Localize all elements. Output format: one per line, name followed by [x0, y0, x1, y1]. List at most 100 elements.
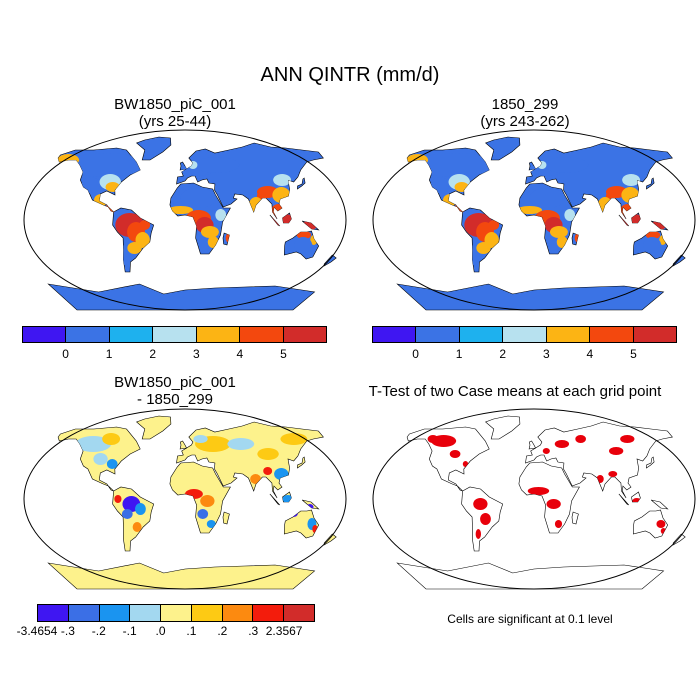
diff-region — [306, 504, 314, 510]
significant-cells — [475, 529, 482, 539]
significant-cells — [449, 450, 461, 458]
land-britain — [179, 440, 188, 450]
cb1-swatch-6 — [283, 327, 326, 342]
land-greenland — [485, 136, 521, 161]
significant-cells — [527, 487, 550, 495]
land-newZealand — [672, 254, 686, 267]
land-newZealand — [672, 533, 686, 546]
panel-3-title: BW1850_piC_001 - 1850_299 — [20, 374, 330, 408]
cb3-swatch-3 — [130, 605, 162, 621]
map-case2 — [372, 129, 696, 311]
significant-cells — [608, 471, 618, 477]
diff-region — [250, 474, 261, 484]
land-madagascar — [571, 511, 579, 525]
diff-region — [135, 503, 146, 515]
land-japan — [297, 177, 306, 190]
precip-region — [215, 209, 227, 221]
precip-region — [622, 174, 641, 186]
diff-region — [106, 459, 118, 469]
land-antarctica — [396, 562, 665, 590]
diff-region — [114, 495, 122, 503]
precip-region — [643, 237, 662, 253]
significant-cells — [554, 440, 570, 448]
land-newGuinea — [651, 499, 669, 510]
cb1-swatch-4 — [196, 327, 241, 342]
diff-region — [206, 520, 216, 528]
diff-region — [280, 433, 308, 445]
precip-field — [406, 153, 667, 281]
diff-region — [184, 489, 203, 499]
precip-region — [294, 237, 313, 253]
precip-region — [549, 226, 568, 238]
significant-cells — [546, 499, 561, 509]
precip-region — [127, 242, 142, 254]
cb3-swatch-0 — [38, 605, 69, 621]
panel-2-case-name: 1850_299 — [491, 96, 559, 113]
precip-region — [406, 154, 429, 166]
precip-field — [57, 153, 318, 281]
diff-region — [149, 420, 165, 428]
cb3-swatch-8 — [284, 605, 315, 621]
cb2-swatch-4 — [546, 327, 591, 342]
precip-region — [605, 192, 617, 200]
diff-region — [132, 522, 142, 532]
map-case1 — [23, 129, 347, 311]
precip-region — [256, 192, 268, 200]
precip-region — [621, 187, 640, 203]
land-greenland — [485, 415, 521, 440]
significance-note: Cells are significant at 0.1 level — [447, 612, 613, 626]
panel-1-title: BW1850_piC_001 (yrs 25-44) — [20, 96, 330, 130]
land-newZealand — [323, 254, 337, 267]
precip-region — [430, 177, 449, 193]
precip-region — [556, 236, 568, 248]
land-madagascar — [222, 511, 230, 525]
significant-cells — [554, 520, 563, 528]
significant-cells — [575, 435, 587, 443]
significant-cells — [462, 461, 469, 467]
land-antarctica — [47, 562, 316, 590]
precip-region — [537, 161, 547, 169]
precip-region — [194, 157, 240, 173]
diff-region — [121, 509, 133, 519]
cb2-swatch-0 — [373, 327, 417, 342]
precip-region — [273, 174, 292, 186]
precip-region — [200, 226, 219, 238]
land-antarctica — [47, 283, 316, 311]
colorbar-difference — [37, 604, 315, 622]
map-difference — [23, 408, 347, 590]
land-africa — [518, 461, 580, 534]
map-boundary — [372, 408, 696, 590]
cb2-tick-label: 0 — [412, 347, 419, 361]
diff-region — [193, 435, 208, 443]
cb3-tick-label: -.1 — [122, 624, 137, 638]
diff-region — [75, 436, 112, 452]
land-japan — [646, 456, 655, 469]
precip-region — [543, 157, 589, 173]
precip-region — [296, 231, 312, 239]
precip-region — [564, 209, 576, 221]
map-ttest — [372, 408, 696, 590]
precip-region — [574, 233, 582, 243]
cb2-tick-label: 1 — [455, 347, 463, 361]
panel-1-years: (yrs 25-44) — [138, 113, 212, 130]
precip-region — [225, 233, 233, 243]
cb3-tick-label: 2.3567 — [265, 624, 303, 638]
cb3-tick-label: .3 — [248, 624, 259, 638]
diff-region — [263, 467, 273, 475]
diff-region — [102, 433, 121, 445]
panel-1-case-name: BW1850_piC_001 — [114, 96, 236, 113]
cb2-tick-label: 4 — [586, 347, 594, 361]
cb2-tick-label: 2 — [499, 347, 507, 361]
precip-region — [168, 206, 194, 214]
cb3-tick-label: -.2 — [91, 624, 106, 638]
cb2-tick-label: 3 — [542, 347, 550, 361]
page-title: ANN QINTR (mm/d) — [260, 64, 440, 86]
cb3-swatch-6 — [222, 605, 254, 621]
cb1-tick-label: 4 — [236, 347, 244, 361]
cb3-tick-label: -3.4654 — [16, 624, 58, 638]
land-antarctica — [396, 283, 665, 311]
cb2-swatch-6 — [633, 327, 676, 342]
cb3-swatch-1 — [68, 605, 100, 621]
panel-2-years: (yrs 243-262) — [480, 113, 570, 130]
significant-cells — [656, 520, 666, 528]
